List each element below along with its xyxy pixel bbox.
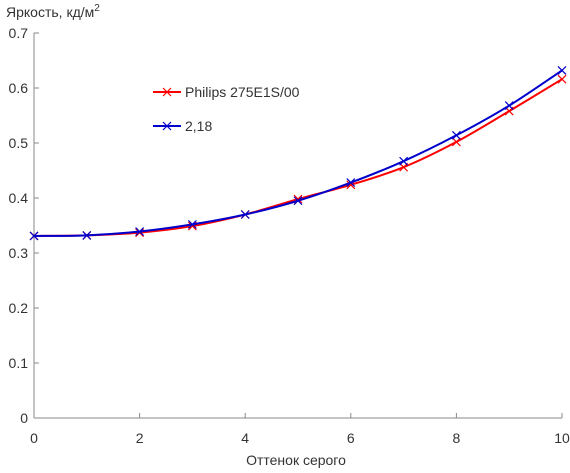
y-tick-label: 0 <box>20 410 28 426</box>
data-point-marker <box>451 137 461 147</box>
legend-marker <box>162 87 172 97</box>
x-tick-label: 10 <box>554 430 570 446</box>
legend: Philips 275E1S/00 2,18 <box>153 84 300 134</box>
x-axis-label: Оттенок серого <box>246 452 346 468</box>
data-point-marker <box>557 65 567 75</box>
legend-marker <box>162 121 172 131</box>
y-tick-label: 0.4 <box>9 190 29 206</box>
y-tick-label: 0.5 <box>9 135 29 151</box>
y-axis-label: Яркость, кд/м2 <box>6 3 100 20</box>
series-layer <box>29 65 567 241</box>
y-tick-label: 0.6 <box>9 80 29 96</box>
data-point-marker <box>135 227 145 236</box>
data-point-marker <box>82 230 92 240</box>
legend-label: Philips 275E1S/00 <box>185 84 300 100</box>
data-point-marker <box>399 156 409 166</box>
data-point-marker <box>135 228 145 238</box>
y-tick-label: 0.3 <box>9 245 29 261</box>
y-tick-label: 0.1 <box>9 355 29 371</box>
data-point-marker <box>29 231 39 241</box>
y-tick-label: 0.2 <box>9 300 29 316</box>
series-2 <box>29 65 567 241</box>
data-point-marker <box>293 196 303 206</box>
legend-entry: Philips 275E1S/00 <box>153 84 300 100</box>
legend-label: 2,18 <box>185 118 212 134</box>
x-tick-label: 8 <box>453 430 461 446</box>
x-tick-label: 6 <box>347 430 355 446</box>
y-tick-label: 0.7 <box>9 25 29 41</box>
data-point-marker <box>187 219 197 229</box>
data-point-marker <box>240 210 250 219</box>
ticks: 0 0.1 0.2 0.3 0.4 0.5 0.6 0.7 0 2 4 6 8 10 <box>9 25 570 446</box>
x-tick-label: 2 <box>136 430 144 446</box>
x-tick-label: 0 <box>30 430 38 446</box>
x-tick-label: 4 <box>241 430 249 446</box>
data-point-marker <box>557 74 567 84</box>
axes <box>33 33 562 419</box>
data-point-marker <box>504 101 514 111</box>
data-point-marker <box>451 130 461 140</box>
data-point-marker <box>346 178 356 188</box>
legend-entry: 2,18 <box>153 118 212 134</box>
series-line <box>33 78 563 237</box>
